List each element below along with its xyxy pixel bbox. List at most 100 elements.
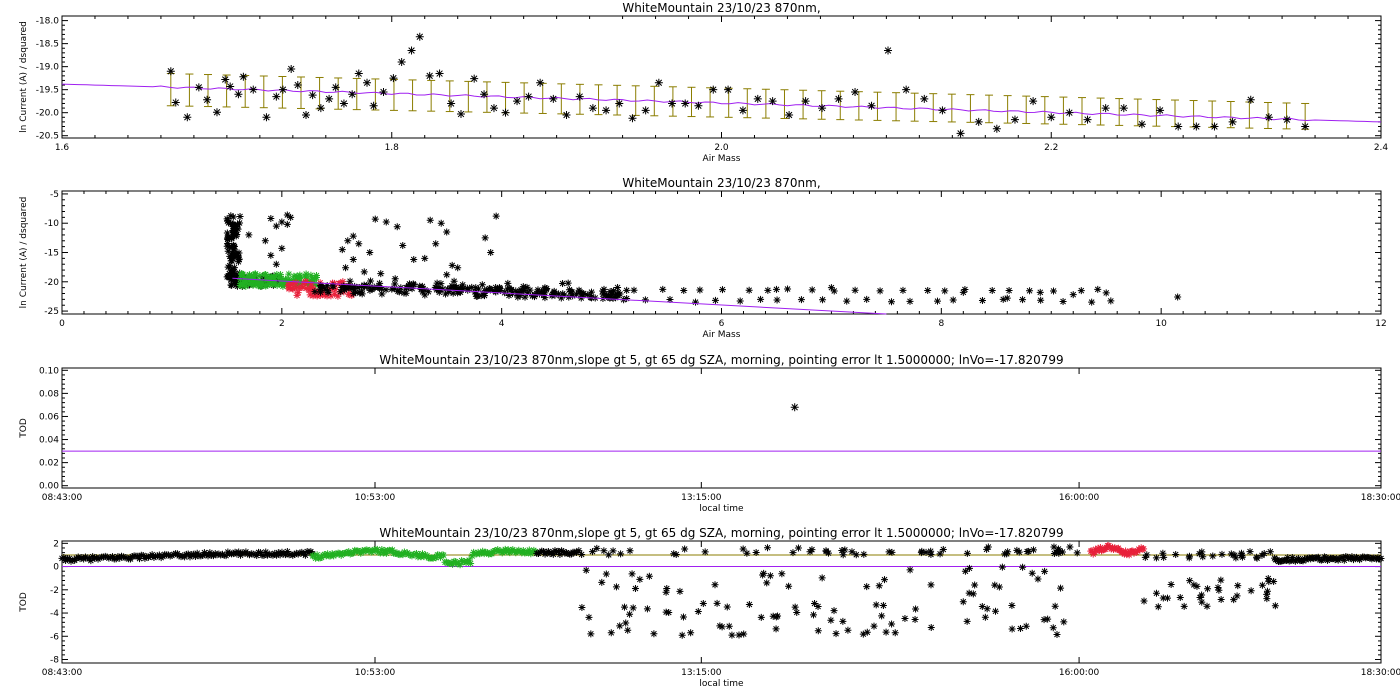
p4-point — [863, 628, 871, 636]
p4-point — [1160, 553, 1168, 561]
p1-point — [1210, 122, 1219, 131]
p2-point — [229, 254, 237, 262]
p2-point — [851, 286, 859, 294]
p2-point — [393, 223, 401, 231]
p4-point — [143, 553, 151, 561]
p2-point — [447, 284, 455, 292]
p2-title: WhiteMountain 23/10/23 870nm, — [622, 176, 820, 190]
p2-point — [605, 291, 613, 299]
p1-point — [331, 83, 340, 92]
p4-point — [543, 548, 551, 556]
p4-point — [971, 581, 979, 589]
p2-point — [229, 269, 237, 277]
p4-ytick-label: -2 — [50, 586, 59, 596]
p4-point — [1186, 577, 1194, 585]
p2-point — [1050, 287, 1058, 295]
p2-point — [524, 289, 532, 297]
p2-green-point — [285, 270, 293, 278]
p2-red-point — [293, 291, 301, 299]
p4-point — [885, 548, 893, 556]
p1-point — [974, 117, 983, 126]
p4-point — [575, 547, 583, 555]
p4-point — [60, 554, 68, 562]
p2-point — [472, 290, 480, 298]
p4-point — [838, 546, 846, 554]
p2-red-point — [330, 285, 338, 293]
p2-point — [520, 286, 528, 294]
p1-point — [308, 91, 317, 100]
p2-point — [233, 224, 241, 232]
p2-green-point — [238, 282, 246, 290]
p2-point — [338, 246, 346, 254]
p2-point — [606, 288, 614, 296]
p2-point — [535, 290, 543, 298]
p2-point — [443, 228, 451, 236]
p4-point — [282, 551, 290, 559]
p4-point — [1271, 554, 1279, 562]
p2-point — [961, 286, 969, 294]
p2-point — [696, 286, 704, 294]
p2-xtick-label: 10 — [1155, 319, 1167, 329]
p2-point — [899, 286, 907, 294]
p4-point — [1152, 589, 1160, 597]
p2-point — [863, 295, 871, 303]
p4-data — [58, 542, 1385, 639]
p2-green-point — [307, 271, 315, 279]
p4-point — [1214, 583, 1222, 591]
p1-ytick-label: -20.0 — [36, 109, 60, 119]
p2-point — [577, 294, 585, 302]
p4-point — [260, 551, 268, 559]
p4-point — [1049, 624, 1057, 632]
p2-point — [371, 215, 379, 223]
p2-green-point — [282, 275, 290, 283]
p2-point — [616, 290, 624, 298]
p4-point — [794, 544, 802, 552]
p4-point — [1054, 545, 1062, 553]
p1-point — [171, 98, 180, 107]
p2-point — [784, 285, 792, 293]
p4-red-point — [1090, 548, 1098, 556]
p2-red-point — [289, 285, 297, 293]
p2-point — [355, 240, 363, 248]
p1-point — [1029, 97, 1038, 106]
p4-point — [769, 612, 777, 620]
p4-point — [170, 550, 178, 558]
p2-point — [475, 285, 483, 293]
p4-point — [687, 629, 695, 637]
p1-point — [602, 106, 611, 115]
p4-xtick-label: 08:43:00 — [42, 668, 83, 678]
p4-point — [1320, 553, 1328, 561]
p2-green-point — [248, 272, 256, 280]
p2-point — [534, 286, 542, 294]
p2-point — [236, 212, 244, 220]
p2-point — [941, 287, 949, 295]
p4-point — [911, 616, 919, 624]
p1-xtick-label: 2.0 — [714, 143, 729, 153]
p4-point — [1263, 590, 1271, 598]
p2-point — [435, 288, 443, 296]
p2-ylabel: ln Current (A) / dsquared — [19, 197, 29, 309]
p1-ytick-label: -19.0 — [36, 63, 60, 73]
p4-point — [743, 549, 751, 557]
p4-point — [772, 625, 780, 633]
p4-point — [1264, 574, 1272, 582]
p2-point — [718, 286, 726, 294]
p2-point — [876, 287, 884, 295]
p4-point — [1215, 586, 1223, 594]
p2-point — [1107, 297, 1115, 305]
p4-point — [927, 623, 935, 631]
p2-point — [225, 270, 233, 278]
p4-point — [1263, 587, 1271, 595]
p4-green-point — [432, 554, 440, 562]
p2-point — [614, 283, 622, 291]
p2-green-point — [256, 271, 264, 279]
p4-green-point — [524, 548, 532, 556]
p4-point — [1193, 582, 1201, 590]
p2-point — [477, 292, 485, 300]
p2-green-point — [290, 272, 298, 280]
p4-point — [752, 548, 760, 556]
p2-point — [245, 231, 253, 239]
p2-point — [449, 289, 457, 297]
p1-point — [902, 85, 911, 94]
